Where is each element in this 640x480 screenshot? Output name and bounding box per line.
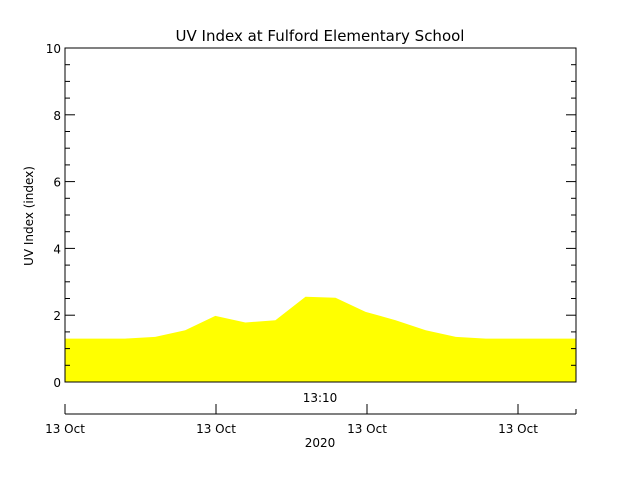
y-tick-label: 6	[53, 176, 61, 190]
y-axis: 0 2 4 6 8 10	[46, 42, 576, 390]
y-tick-label: 2	[53, 309, 61, 323]
y-tick-label: 0	[53, 376, 61, 390]
x-tick-label: 13 Oct	[196, 422, 236, 436]
x-axis-label: 2020	[305, 436, 336, 450]
x-tick-label: 13 Oct	[347, 422, 387, 436]
chart-title: UV Index at Fulford Elementary School	[176, 27, 465, 45]
x-tick-label: 13 Oct	[45, 422, 85, 436]
data-area-layer	[64, 296, 577, 382]
y-axis-label: UV Index (index)	[22, 166, 36, 266]
y-tick-label: 4	[53, 242, 61, 256]
x-axis: 13 Oct 13 Oct 13 Oct 13 Oct	[45, 404, 577, 436]
uv-area	[65, 296, 576, 382]
y-tick-label: 8	[53, 109, 61, 123]
y-tick-label: 10	[46, 42, 61, 56]
x-tick-label: 13 Oct	[498, 422, 538, 436]
x-center-label: 13:10	[303, 391, 338, 405]
